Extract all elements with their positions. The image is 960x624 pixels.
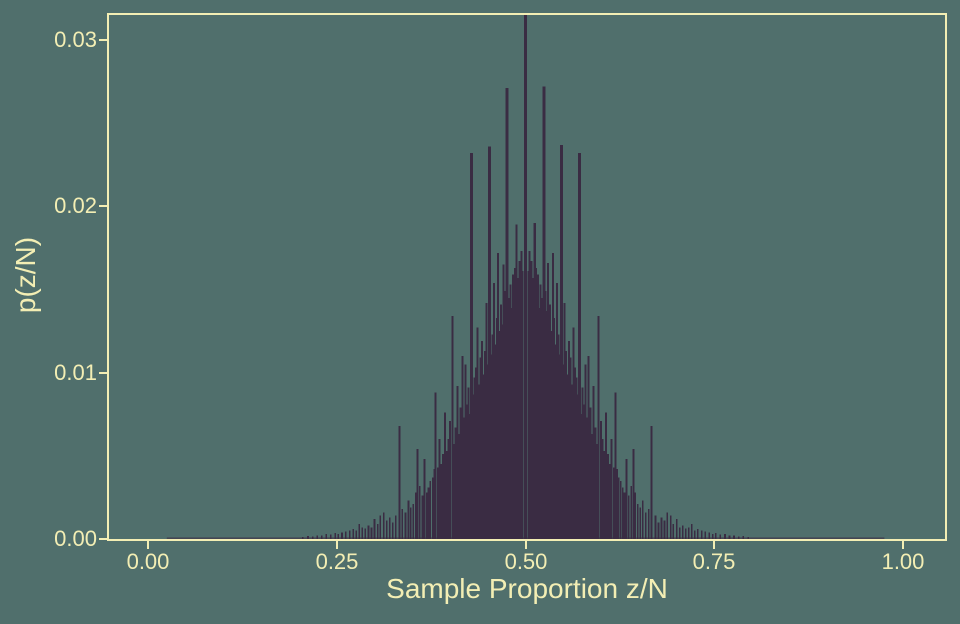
y-axis-tick — [99, 205, 107, 207]
y-axis-tick-label: 0.03 — [54, 27, 97, 52]
plot-panel — [107, 13, 947, 541]
y-axis-title: p(z/N) — [10, 236, 42, 314]
y-axis-title-container: p(z/N) — [2, 13, 50, 537]
y-axis-tick-label: 0.02 — [54, 193, 97, 218]
y-axis-tick-label: 0.01 — [54, 360, 97, 385]
x-axis-tick-label: 0.25 — [315, 549, 359, 574]
x-axis-tick-label: 0.00 — [126, 549, 170, 574]
x-axis-tick-label: 1.00 — [881, 549, 925, 574]
y-axis-tick — [99, 538, 107, 540]
x-axis-tick — [336, 541, 338, 549]
y-axis-tick — [99, 39, 107, 41]
y-axis-tick — [99, 372, 107, 374]
y-axis-tick-label: 0.00 — [54, 526, 97, 551]
x-axis-title: Sample Proportion z/N — [386, 573, 668, 604]
x-axis-tick-label: 0.75 — [692, 549, 736, 574]
x-axis-tick — [902, 541, 904, 549]
x-axis-tick — [147, 541, 149, 549]
x-axis-tick — [713, 541, 715, 549]
probability-spikes-canvas — [166, 15, 885, 539]
x-axis-tick-label: 0.50 — [504, 549, 548, 574]
x-axis-tick — [525, 541, 527, 549]
